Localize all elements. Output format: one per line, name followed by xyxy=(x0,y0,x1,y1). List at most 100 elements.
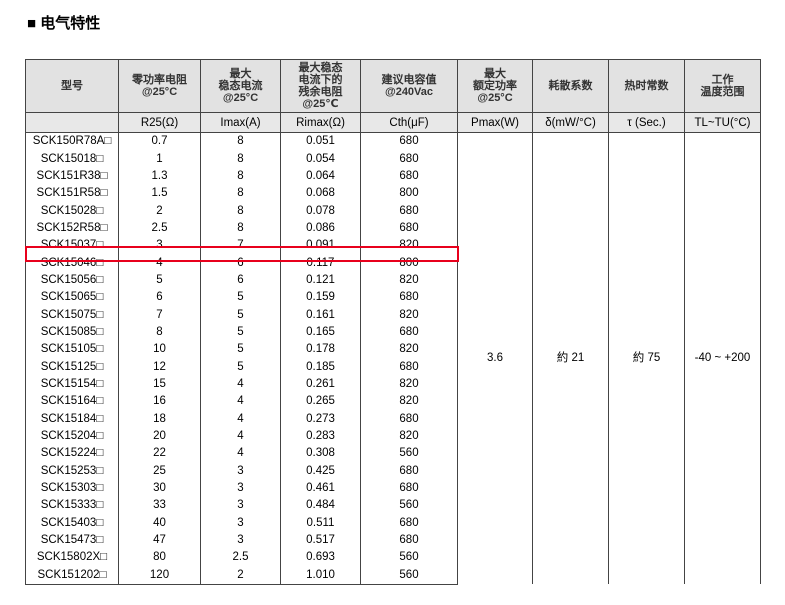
table-cell: SCK15333□ xyxy=(25,497,119,515)
column-header: 最大稳态 电流下的 残余电阻 @25℃ xyxy=(280,59,361,113)
table-cell: SCK151202□ xyxy=(25,566,119,585)
unit-header: τ (Sec.) xyxy=(608,112,685,133)
table-cell: 5 xyxy=(200,306,281,324)
table-cell: 800 xyxy=(360,254,458,272)
table-cell: 680 xyxy=(360,150,458,168)
column-header: 最大 稳态电流 @25°C xyxy=(200,59,281,113)
table-cell: 12 xyxy=(118,358,201,376)
table-cell: 680 xyxy=(360,219,458,238)
table-cell: 5 xyxy=(200,358,281,376)
table-row: SCK15184□ 18 4 0.273 680 xyxy=(25,410,761,428)
table-row: SCK15802X□ 80 2.5 0.693 560 xyxy=(25,549,761,567)
section-title: ■ 电气特性 xyxy=(27,15,101,32)
table-cell: SCK15018□ xyxy=(25,150,119,168)
table-cell: 820 xyxy=(360,427,458,446)
table-cell: 5 xyxy=(118,271,201,290)
table-cell: 33 xyxy=(118,497,201,515)
unit-header: Pmax(W) xyxy=(457,112,533,133)
table-cell: 4 xyxy=(200,410,281,428)
highlight-box xyxy=(25,246,459,262)
table-cell: 7 xyxy=(118,306,201,324)
table-cell: 680 xyxy=(360,202,458,220)
table-row: SCK15204□ 20 4 0.283 820 xyxy=(25,427,761,446)
table-cell: 560 xyxy=(360,445,458,463)
table-cell: 560 xyxy=(360,549,458,567)
table-cell: 0.165 xyxy=(280,323,361,342)
table-cell: SCK15224□ xyxy=(25,445,119,463)
column-header: 建议电容值 @240Vac xyxy=(360,59,458,113)
table-cell: 8 xyxy=(200,219,281,238)
table-cell: 680 xyxy=(360,132,458,151)
table-cell: 47 xyxy=(118,531,201,550)
table-cell: 3 xyxy=(200,531,281,550)
table-row: SCK151202□ 120 2 1.010 560 xyxy=(25,566,761,585)
table-cell: SCK15125□ xyxy=(25,358,119,376)
table-cell: 16 xyxy=(118,393,201,411)
table-cell: 0.054 xyxy=(280,150,361,168)
table-cell: 0.484 xyxy=(280,497,361,515)
table-cell: 0.117 xyxy=(280,254,361,272)
table-cell: SCK15037□ xyxy=(25,237,119,255)
table-cell: 4 xyxy=(200,375,281,394)
table-cell: SCK15184□ xyxy=(25,410,119,428)
table-cell: 0.091 xyxy=(280,237,361,255)
table-cell: SCK150R78A□ xyxy=(25,132,119,151)
table-cell: 0.273 xyxy=(280,410,361,428)
table-cell: 820 xyxy=(360,375,458,394)
table-cell: 3 xyxy=(200,497,281,515)
table-cell: 8 xyxy=(200,167,281,186)
unit-header: δ(mW/°C) xyxy=(532,112,609,133)
table-cell: 80 xyxy=(118,549,201,567)
table-row: SCK15164□ 16 4 0.265 820 xyxy=(25,393,761,411)
table-cell: 2.5 xyxy=(118,219,201,238)
table-cell: 15 xyxy=(118,375,201,394)
table-cell: SCK15046□ xyxy=(25,254,119,272)
table-row: SCK15046□ 4 6 0.117 800 xyxy=(25,254,761,272)
table-cell: 680 xyxy=(360,514,458,532)
merged-cell: 3.6 xyxy=(457,132,533,585)
electrical-characteristics-table: 型号 零功率电阻 @25°C 最大 稳态电流 @25°C 最大稳态 电流下的 残余电阻… xyxy=(25,59,761,585)
table-cell: 0.517 xyxy=(280,531,361,550)
table-cell: 820 xyxy=(360,237,458,255)
table-cell: 25 xyxy=(118,462,201,480)
table-row: SCK15028□ 2 8 0.078 680 xyxy=(25,202,761,220)
table-cell: SCK15204□ xyxy=(25,427,119,446)
unit-header xyxy=(25,112,119,133)
merged-cell: -40 ~ +200 xyxy=(684,132,761,585)
table-cell: 40 xyxy=(118,514,201,532)
table-cell: SCK15065□ xyxy=(25,289,119,307)
table-cell: 0.178 xyxy=(280,341,361,359)
table-cell: 0.265 xyxy=(280,393,361,411)
table-row: SCK151R38□ 1.3 8 0.064 680 xyxy=(25,167,761,186)
table-row: SCK15075□ 7 5 0.161 820 xyxy=(25,306,761,324)
table-cell: 6 xyxy=(118,289,201,307)
table-cell: 5 xyxy=(200,341,281,359)
table-row: SCK15105□ 10 5 0.178 820 xyxy=(25,341,761,359)
table-row: SCK15125□ 12 5 0.185 680 xyxy=(25,358,761,376)
table-cell: 1.010 xyxy=(280,566,361,585)
table-cell: 30 xyxy=(118,479,201,498)
table-cell: 0.283 xyxy=(280,427,361,446)
table-cell: 6 xyxy=(200,271,281,290)
table-cell: 820 xyxy=(360,306,458,324)
table-cell: 5 xyxy=(200,323,281,342)
table-cell: 680 xyxy=(360,323,458,342)
table-cell: 0.051 xyxy=(280,132,361,151)
unit-header: R25(Ω) xyxy=(118,112,201,133)
table-cell: 8 xyxy=(118,323,201,342)
table-row: SCK15154□ 15 4 0.261 820 xyxy=(25,375,761,394)
table-cell: 22 xyxy=(118,445,201,463)
table-cell: 8 xyxy=(200,185,281,203)
table-cell: 0.511 xyxy=(280,514,361,532)
table-cell: 0.159 xyxy=(280,289,361,307)
table-cell: 0.308 xyxy=(280,445,361,463)
unit-header: Rimax(Ω) xyxy=(280,112,361,133)
table-cell: 3 xyxy=(200,462,281,480)
table-cell: 800 xyxy=(360,185,458,203)
table-cell: SCK15253□ xyxy=(25,462,119,480)
table-cell: 8 xyxy=(200,150,281,168)
column-header: 工作 温度范围 xyxy=(684,59,761,113)
table-cell: 20 xyxy=(118,427,201,446)
table-cell: SCK15085□ xyxy=(25,323,119,342)
column-header: 型号 xyxy=(25,59,119,113)
